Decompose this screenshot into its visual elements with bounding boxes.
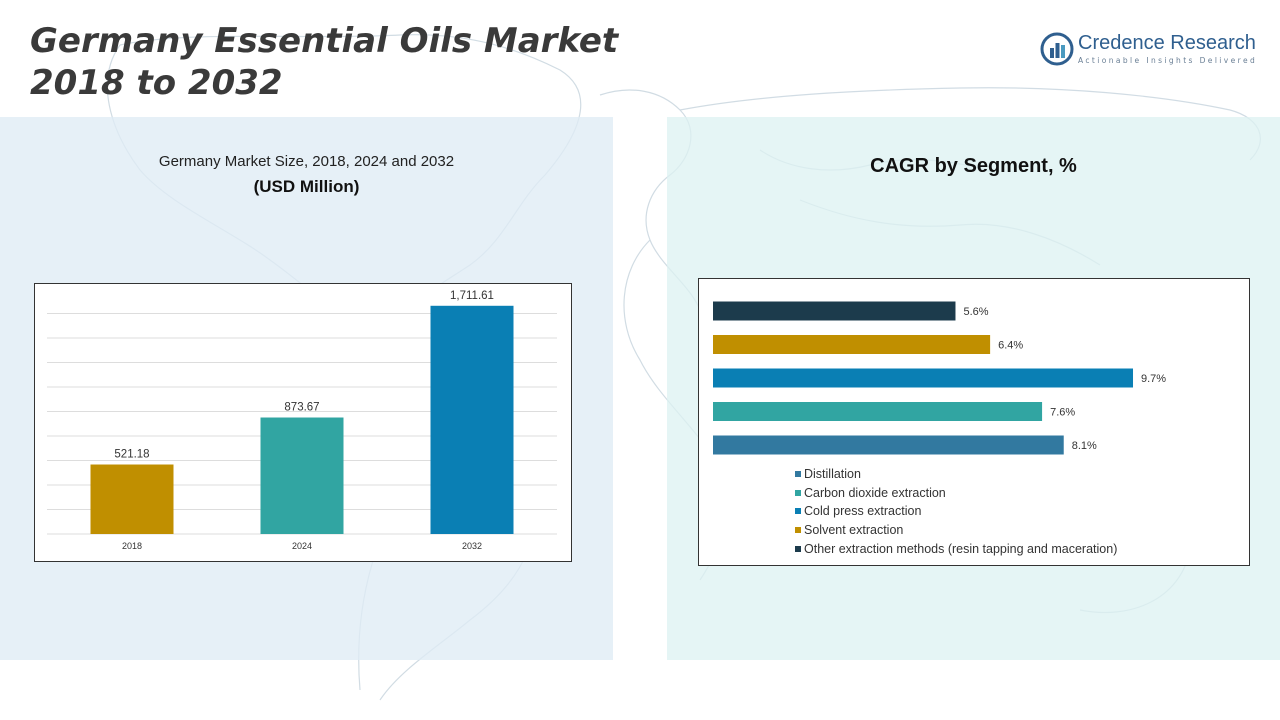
legend-label: Carbon dioxide extraction [804,485,946,500]
market-size-subtitle: Germany Market Size, 2018, 2024 and 2032 [158,153,455,170]
market-size-chart: 521.18 2018 873.67 2024 1,711.61 2032 [34,283,572,562]
cagr-legend: Distillation Carbon dioxide extraction Col… [795,465,1117,558]
cagr-chart: 5.6% 6.4% 9.7% 7.6% 8.1% Distillation Carbon … [698,278,1250,566]
cagr-bar-0 [713,301,956,321]
cagr-title: CAGR by Segment, % [870,155,1077,177]
cagr-label-4: 8.1% [1072,440,1097,452]
logo-tagline: Actionable Insights Delivered [1078,56,1258,65]
legend-swatch [795,508,801,515]
logo-name: Credence Research [1078,32,1256,54]
legend-item: Carbon dioxide extraction [795,484,1117,503]
legend-label: Solvent extraction [804,523,904,538]
bar-chart-globe-icon [1040,32,1074,66]
legend-label: Other extraction methods (resin tapping … [804,541,1118,556]
data-label-2018: 521.18 [114,449,149,461]
cagr-bar-3 [713,402,1043,421]
market-size-chart-svg: 521.18 2018 873.67 2024 1,711.61 2032 [47,290,557,551]
market-size-unit: (USD Million) [253,177,360,196]
legend-label: Distillation [804,467,861,481]
company-logo: Credence Research Actionable Insights De… [1040,30,1260,70]
x-tick-2032: 2032 [462,541,482,551]
legend-swatch [795,471,801,477]
title-line-1: Germany Essential Oils Market [30,21,619,61]
legend-item: Other extraction methods (resin tapping … [795,540,1117,559]
bar-2018 [90,464,174,534]
legend-item: Solvent extraction [795,521,1117,540]
x-tick-2024: 2024 [292,541,312,551]
data-label-2032: 1,711.61 [450,290,494,302]
cagr-label-2: 9.7% [1141,373,1166,385]
legend-item: Distillation [795,465,1117,484]
bar-2024 [260,417,344,534]
legend-swatch [795,489,801,496]
cagr-label-0: 5.6% [963,306,988,318]
title-line-2: 2018 to 2032 [30,63,283,103]
data-label-2024: 873.67 [284,402,319,414]
legend-label: Cold press extraction [804,504,922,519]
legend-item: Cold press extraction [795,502,1117,521]
cagr-label-3: 7.6% [1050,407,1075,419]
legend-swatch [795,527,801,534]
legend-swatch [795,545,801,552]
cagr-bar-2 [713,368,1134,388]
cagr-chart-svg: 5.6% 6.4% 9.7% 7.6% 8.1% [713,301,1166,455]
page-title: Germany Essential Oils Market 2018 to 20… [30,20,618,104]
cagr-label-1: 6.4% [998,340,1023,352]
x-tick-2018: 2018 [122,541,142,551]
cagr-bar-1 [713,335,991,354]
cagr-bar-4 [713,435,1064,455]
bar-2032 [430,305,514,534]
